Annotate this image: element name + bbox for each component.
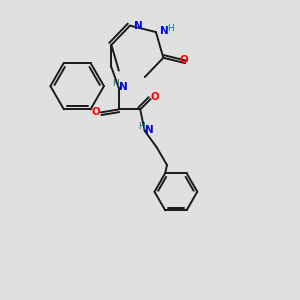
Text: H: H [112, 79, 119, 88]
Text: O: O [91, 107, 100, 117]
Text: N: N [134, 21, 142, 31]
Text: H: H [138, 122, 145, 130]
Text: N: N [160, 26, 169, 36]
Text: O: O [179, 55, 188, 64]
Text: N: N [145, 125, 154, 135]
Text: N: N [119, 82, 128, 92]
Text: H: H [167, 24, 174, 33]
Text: O: O [150, 92, 159, 102]
